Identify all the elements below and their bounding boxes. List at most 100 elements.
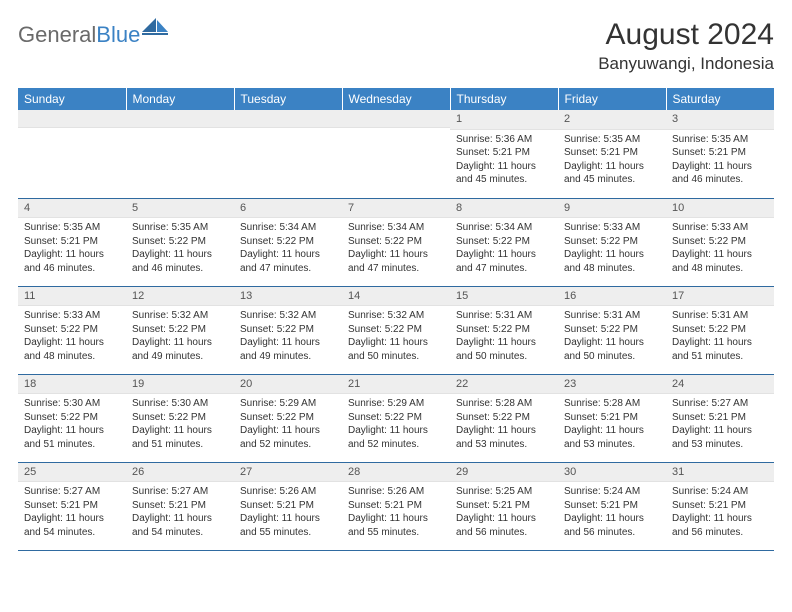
day-number: [234, 110, 342, 128]
calendar-day: 1Sunrise: 5:36 AMSunset: 5:21 PMDaylight…: [450, 110, 558, 198]
calendar-week: 11 Sunrise: 5:33 AM Sunset: 5:22 PM Dayligh…: [18, 286, 774, 374]
sunrise-text: Sunrise: 5:34 AM: [348, 221, 444, 235]
day-number: 1: [450, 110, 558, 130]
daylight-text: Daylight: 11 hours and 51 minutes.: [24, 424, 120, 451]
day-number: 30: [558, 463, 666, 483]
day-number: 26: [126, 463, 234, 483]
sunrise-text: Sunrise: 5:26 AM: [348, 485, 444, 499]
calendar-day: 19Sunrise: 5:30 AMSunset: 5:22 PMDayligh…: [126, 374, 234, 462]
daylight-text: Daylight: 11 hours and 52 minutes.: [348, 424, 444, 451]
calendar-day: 21Sunrise: 5:29 AMSunset: 5:22 PMDayligh…: [342, 374, 450, 462]
daylight-text: Daylight: 11 hours and 48 minutes.: [24, 336, 120, 363]
sunrise-text: Sunrise: 5:26 AM: [240, 485, 336, 499]
calendar-day: 4Sunrise: 5:35 AMSunset: 5:21 PMDaylight…: [18, 198, 126, 286]
sunset-text: Sunset: 5:22 PM: [132, 235, 228, 249]
day-number: 3: [666, 110, 774, 130]
calendar-day: 15Sunrise: 5:31 AMSunset: 5:22 PMDayligh…: [450, 286, 558, 374]
day-number: 29: [450, 463, 558, 483]
sunrise-text: Sunrise: 5:35 AM: [564, 133, 660, 147]
sunset-text: Sunset: 5:22 PM: [348, 235, 444, 249]
daylight-text: Daylight: 11 hours and 55 minutes.: [348, 512, 444, 539]
sunset-text: Sunset: 5:22 PM: [240, 235, 336, 249]
daylight-text: Daylight: 11 hours and 50 minutes.: [456, 336, 552, 363]
day-number: [342, 110, 450, 128]
calendar-week: 4Sunrise: 5:35 AMSunset: 5:21 PMDaylight…: [18, 198, 774, 286]
sunset-text: Sunset: 5:21 PM: [672, 411, 768, 425]
daylight-text: Daylight: 11 hours and 56 minutes.: [672, 512, 768, 539]
calendar-day: 5 Sunrise: 5:35 AMSunset: 5:22 PMDaylight…: [126, 198, 234, 286]
brand-text: GeneralBlue: [18, 22, 140, 48]
calendar-day: 9Sunrise: 5:33 AMSunset: 5:22 PMDaylight…: [558, 198, 666, 286]
daylight-text: Daylight: 11 hours and 53 minutes.: [564, 424, 660, 451]
day-number: [18, 110, 126, 128]
sunset-text: Sunset: 5:22 PM: [456, 411, 552, 425]
col-sunday: Sunday: [18, 88, 126, 110]
daylight-text: Daylight: 11 hours and 45 minutes.: [564, 160, 660, 187]
daylight-text: Daylight: 11 hours and 56 minutes.: [564, 512, 660, 539]
sunset-text: Sunset: 5:21 PM: [132, 499, 228, 513]
daylight-text: Daylight: 11 hours and 56 minutes.: [456, 512, 552, 539]
sunrise-text: Sunrise: 5:32 AM: [240, 309, 336, 323]
day-details: Sunrise: 5:30 AMSunset: 5:22 PMDaylight:…: [18, 394, 126, 453]
daylight-text: Daylight: 11 hours and 51 minutes.: [672, 336, 768, 363]
day-number: 25: [18, 463, 126, 483]
day-details: Sunrise: 5:24 AMSunset: 5:21 PMDaylight:…: [666, 482, 774, 541]
brand-sail-icon: [142, 18, 168, 36]
day-details: Sunrise: 5:35 AMSunset: 5:21 PMDaylight:…: [666, 130, 774, 189]
sunset-text: Sunset: 5:22 PM: [564, 235, 660, 249]
day-details: Sunrise: 5:34 AMSunset: 5:22 PMDaylight:…: [234, 218, 342, 277]
sunset-text: Sunset: 5:21 PM: [24, 235, 120, 249]
daylight-text: Daylight: 11 hours and 46 minutes.: [132, 248, 228, 275]
day-details: Sunrise: 5:27 AMSunset: 5:21 PMDaylight:…: [18, 482, 126, 541]
calendar-day: 3Sunrise: 5:35 AMSunset: 5:21 PMDaylight…: [666, 110, 774, 198]
day-number: 11: [18, 287, 126, 307]
day-details: Sunrise: 5:34 AMSunset: 5:22 PMDaylight:…: [450, 218, 558, 277]
sunrise-text: Sunrise: 5:35 AM: [672, 133, 768, 147]
sunrise-text: Sunrise: 5:28 AM: [564, 397, 660, 411]
calendar-header-row: Sunday Monday Tuesday Wednesday Thursday…: [18, 88, 774, 110]
calendar-day: 11Sunrise: 5:33 AMSunset: 5:22 PMDayligh…: [18, 286, 126, 374]
sunrise-text: Sunrise: 5:27 AM: [132, 485, 228, 499]
day-details: Sunrise: 5:34 AMSunset: 5:22 PMDaylight:…: [342, 218, 450, 277]
calendar-day: 8Sunrise: 5:34 AMSunset: 5:22 PMDaylight…: [450, 198, 558, 286]
sunrise-text: Sunrise: 5:32 AM: [132, 309, 228, 323]
sunrise-text: Sunrise: 5:35 AM: [132, 221, 228, 235]
daylight-text: Daylight: 11 hours and 47 minutes.: [456, 248, 552, 275]
calendar-day: 27Sunrise: 5:26 AMSunset: 5:21 PMDayligh…: [234, 462, 342, 550]
sunset-text: Sunset: 5:22 PM: [564, 323, 660, 337]
sunset-text: Sunset: 5:22 PM: [672, 235, 768, 249]
day-details: Sunrise: 5:31 AMSunset: 5:22 PMDaylight:…: [450, 306, 558, 365]
calendar-day: 29Sunrise: 5:25 AMSunset: 5:21 PMDayligh…: [450, 462, 558, 550]
day-details: Sunrise: 5:27 AMSunset: 5:21 PMDaylight:…: [666, 394, 774, 453]
sunrise-text: Sunrise: 5:31 AM: [672, 309, 768, 323]
sunrise-text: Sunrise: 5:29 AM: [240, 397, 336, 411]
day-number: 12: [126, 287, 234, 307]
brand-part2: Blue: [96, 22, 140, 47]
day-details: Sunrise: 5:26 AMSunset: 5:21 PMDaylight:…: [342, 482, 450, 541]
calendar-day: 13Sunrise: 5:32 AMSunset: 5:22 PMDayligh…: [234, 286, 342, 374]
month-title: August 2024: [598, 18, 774, 52]
calendar-day: [342, 110, 450, 198]
sunset-text: Sunset: 5:21 PM: [240, 499, 336, 513]
daylight-text: Daylight: 11 hours and 54 minutes.: [132, 512, 228, 539]
day-number: 16: [558, 287, 666, 307]
sunrise-text: Sunrise: 5:24 AM: [672, 485, 768, 499]
calendar-day: 18Sunrise: 5:30 AMSunset: 5:22 PMDayligh…: [18, 374, 126, 462]
sunrise-text: Sunrise: 5:31 AM: [564, 309, 660, 323]
calendar-day: 28Sunrise: 5:26 AMSunset: 5:21 PMDayligh…: [342, 462, 450, 550]
calendar-day: [234, 110, 342, 198]
daylight-text: Daylight: 11 hours and 53 minutes.: [456, 424, 552, 451]
sunrise-text: Sunrise: 5:36 AM: [456, 133, 552, 147]
calendar-day: 2Sunrise: 5:35 AMSunset: 5:21 PMDaylight…: [558, 110, 666, 198]
calendar-day: 14Sunrise: 5:32 AMSunset: 5:22 PMDayligh…: [342, 286, 450, 374]
day-details: Sunrise: 5:24 AMSunset: 5:21 PMDaylight:…: [558, 482, 666, 541]
day-number: 8: [450, 199, 558, 219]
brand-part1: General: [18, 22, 96, 47]
page-header: GeneralBlue August 2024 Banyuwangi, Indo…: [18, 18, 774, 74]
sunset-text: Sunset: 5:21 PM: [672, 499, 768, 513]
day-number: 18: [18, 375, 126, 395]
sunrise-text: Sunrise: 5:33 AM: [24, 309, 120, 323]
calendar-day: 26 Sunrise: 5:27 AMSunset: 5:21 PMDayligh…: [126, 462, 234, 550]
sunrise-text: Sunrise: 5:27 AM: [24, 485, 120, 499]
day-number: 5: [126, 199, 234, 219]
